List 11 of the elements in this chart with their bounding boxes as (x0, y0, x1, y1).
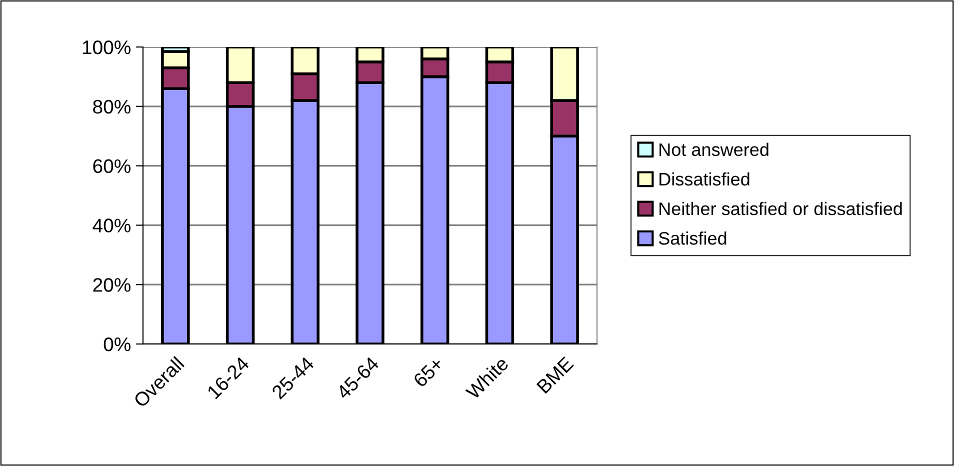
y-tick-label: 60% (93, 159, 131, 174)
x-tick-label: 65+ (412, 356, 444, 388)
y-tick-label: 80% (93, 100, 131, 114)
y-tick-label: 40% (92, 218, 131, 232)
legend-label: Not answered (660, 142, 768, 156)
y-tick-label: 20% (93, 278, 131, 292)
legend-label: Neither satisfied or dissatisfied (660, 202, 902, 216)
legend-label: Dissatisfied (660, 172, 750, 186)
y-tick-label: 100% (82, 40, 131, 54)
legend-label: Satisfied (658, 231, 726, 245)
y-tick-label: 0% (104, 337, 131, 352)
